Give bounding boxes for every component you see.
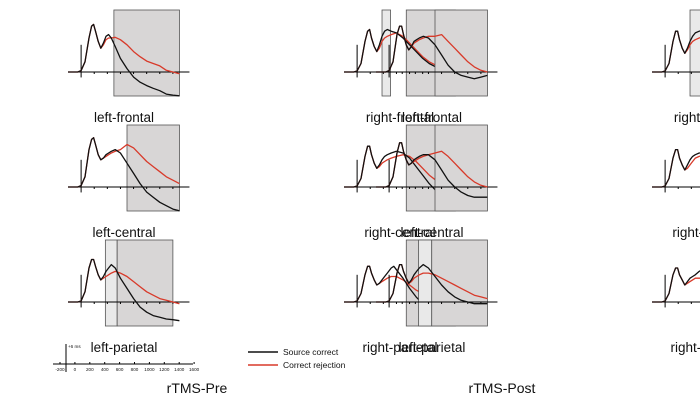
panel-label: right-central [672, 225, 700, 240]
series-source-correct [376, 25, 488, 80]
erp-panel: left-frontal [68, 9, 190, 125]
series-source-correct [344, 145, 456, 202]
analysis-window [116, 239, 174, 327]
panel-label: right-parietal [362, 340, 437, 355]
panel-label: left-central [400, 225, 463, 240]
erp-panel: left-parietal [376, 239, 498, 355]
scale-bar-tick-label: 0 [74, 367, 77, 372]
legend-label-correct-rejection: Correct rejection [283, 360, 346, 370]
panel-label: right-frontal [366, 110, 434, 125]
analysis-window [126, 124, 180, 212]
series-source-correct [344, 28, 456, 77]
analysis-window [434, 124, 488, 212]
group-label-post: rTMS-Post [469, 380, 536, 396]
analysis-window [434, 9, 488, 97]
erp-panel: left-central [68, 124, 190, 240]
panel-label: left-central [92, 225, 155, 240]
scale-bar-tick-label: 1200 [159, 367, 170, 372]
scale-bar-ticks: -200 0 200 400 600 800 1000 1200 1400 1600 [55, 362, 200, 372]
scale-bar-tick-label: 1600 [189, 367, 200, 372]
series-correct-rejection [652, 148, 700, 188]
erp-panel: right-central [652, 148, 700, 240]
panel-label: right-central [364, 225, 435, 240]
series-source-correct [652, 148, 700, 188]
series-source-correct [68, 258, 180, 322]
legend: Source correct Correct rejection [248, 347, 346, 370]
series-source-correct [652, 30, 700, 73]
erp-panel: left-frontal [376, 9, 498, 125]
series-correct-rejection [652, 267, 700, 303]
panel-label: left-parietal [91, 340, 158, 355]
scale-bar-tick-label: 1400 [174, 367, 185, 372]
panel-label: left-frontal [94, 110, 154, 125]
scale-bar-tick-label: 800 [131, 367, 139, 372]
scale-bar-tick-label: -200 [55, 367, 65, 372]
analysis-window [689, 9, 700, 97]
panel-label: left-parietal [399, 340, 466, 355]
analysis-window [113, 9, 180, 97]
scale-bar-tick-label: 200 [86, 367, 94, 372]
scale-bar-amplitude-label: +6 ms [68, 344, 81, 349]
series-source-correct [376, 263, 488, 305]
series-source-correct [376, 142, 488, 198]
scale-bar-tick-label: 400 [101, 367, 109, 372]
legend-label-source-correct: Source correct [283, 347, 339, 357]
erp-panel: left-central [376, 124, 498, 240]
analysis-window [104, 239, 118, 327]
analysis-window [418, 239, 433, 327]
erp-panel: left-parietal [68, 239, 190, 355]
erp-panel: right-parietal [652, 267, 700, 355]
series-source-correct [68, 23, 180, 97]
group-label-pre: rTMS-Pre [167, 380, 228, 396]
panel-label: left-frontal [402, 110, 462, 125]
panel-label: right-frontal [674, 110, 700, 125]
analysis-window [431, 239, 488, 327]
erp-panel: right-frontal [652, 9, 700, 125]
series-source-correct [652, 267, 700, 303]
scale-bar: +6 ms -200 0 200 400 600 800 1000 1200 1400 1600 [53, 344, 200, 372]
scale-bar-tick-label: 600 [116, 367, 124, 372]
analysis-window [381, 9, 391, 97]
scale-bar-tick-label: 1000 [144, 367, 155, 372]
panel-label: right-parietal [670, 340, 700, 355]
series-source-correct [68, 137, 180, 212]
